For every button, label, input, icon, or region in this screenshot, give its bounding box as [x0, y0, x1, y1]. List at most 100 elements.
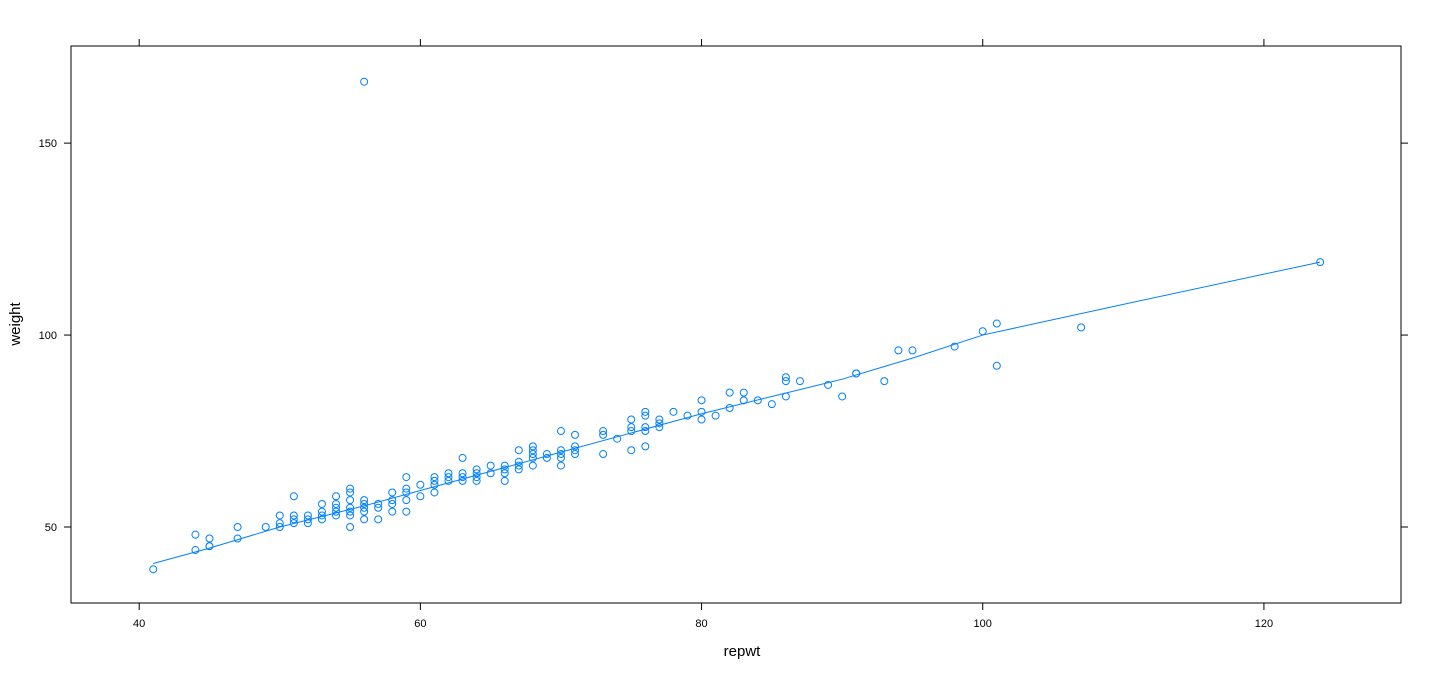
- point: [599, 427, 608, 436]
- point: [360, 515, 369, 524]
- point: [528, 446, 537, 455]
- point: [205, 542, 214, 551]
- point: [767, 400, 776, 409]
- point: [402, 507, 411, 516]
- point: [346, 522, 355, 531]
- point: [374, 515, 383, 524]
- point: [303, 511, 312, 520]
- point: [514, 457, 523, 466]
- point: [346, 507, 355, 516]
- point: [641, 427, 650, 436]
- point: [289, 511, 298, 520]
- point: [894, 346, 903, 355]
- point: [697, 407, 706, 416]
- point: [289, 519, 298, 528]
- point: [233, 522, 242, 531]
- point: [402, 496, 411, 505]
- point: [824, 380, 833, 389]
- point: [641, 407, 650, 416]
- point: [205, 534, 214, 543]
- point: [191, 546, 200, 555]
- point: [317, 507, 326, 516]
- point: [472, 476, 481, 485]
- point: [289, 515, 298, 524]
- point: [571, 442, 580, 451]
- x-axis-label: repwt: [724, 643, 762, 660]
- point: [360, 507, 369, 516]
- point: [500, 461, 509, 470]
- point: [388, 496, 397, 505]
- point: [191, 530, 200, 539]
- point: [360, 496, 369, 505]
- point: [556, 446, 565, 455]
- point: [458, 473, 467, 482]
- point: [725, 403, 734, 412]
- point: [627, 427, 636, 436]
- point: [332, 503, 341, 512]
- point: [472, 465, 481, 474]
- point: [641, 442, 650, 451]
- point: [317, 515, 326, 524]
- point: [781, 377, 790, 386]
- point: [627, 423, 636, 432]
- x-tick-label: 80: [695, 618, 707, 630]
- point: [458, 453, 467, 462]
- point: [627, 415, 636, 424]
- point: [528, 442, 537, 451]
- point: [641, 411, 650, 420]
- point: [346, 496, 355, 505]
- point: [655, 423, 664, 432]
- y-tick-label: 100: [39, 330, 57, 342]
- point: [500, 469, 509, 478]
- point: [416, 480, 425, 489]
- point: [542, 453, 551, 462]
- point: [346, 511, 355, 520]
- point: [514, 465, 523, 474]
- point: [402, 473, 411, 482]
- point: [514, 461, 523, 470]
- point: [289, 492, 298, 501]
- point: [655, 415, 664, 424]
- point: [880, 377, 889, 386]
- point: [838, 392, 847, 401]
- point: [472, 469, 481, 478]
- point: [655, 419, 664, 428]
- point: [992, 361, 1001, 370]
- point: [697, 415, 706, 424]
- point: [444, 473, 453, 482]
- point: [458, 476, 467, 485]
- point: [402, 484, 411, 493]
- point: [149, 565, 158, 574]
- point: [332, 511, 341, 520]
- point: [444, 469, 453, 478]
- point: [528, 450, 537, 459]
- point: [711, 411, 720, 420]
- point: [556, 450, 565, 459]
- x-tick-label: 60: [414, 618, 426, 630]
- point: [317, 499, 326, 508]
- point: [486, 461, 495, 470]
- point: [599, 450, 608, 459]
- plot-frame: [70, 45, 1402, 604]
- point: [402, 488, 411, 497]
- point: [641, 423, 650, 432]
- y-tick-label: 50: [45, 522, 57, 534]
- point: [542, 450, 551, 459]
- point: [346, 484, 355, 493]
- point: [571, 450, 580, 459]
- point: [613, 434, 622, 443]
- point: [795, 377, 804, 386]
- point: [458, 469, 467, 478]
- point: [1077, 323, 1086, 332]
- point: [444, 476, 453, 485]
- y-tick-label: 150: [39, 138, 57, 150]
- point: [599, 430, 608, 439]
- point: [430, 488, 439, 497]
- point: [978, 327, 987, 336]
- point: [486, 469, 495, 478]
- point: [332, 492, 341, 501]
- point: [556, 453, 565, 462]
- point: [500, 465, 509, 474]
